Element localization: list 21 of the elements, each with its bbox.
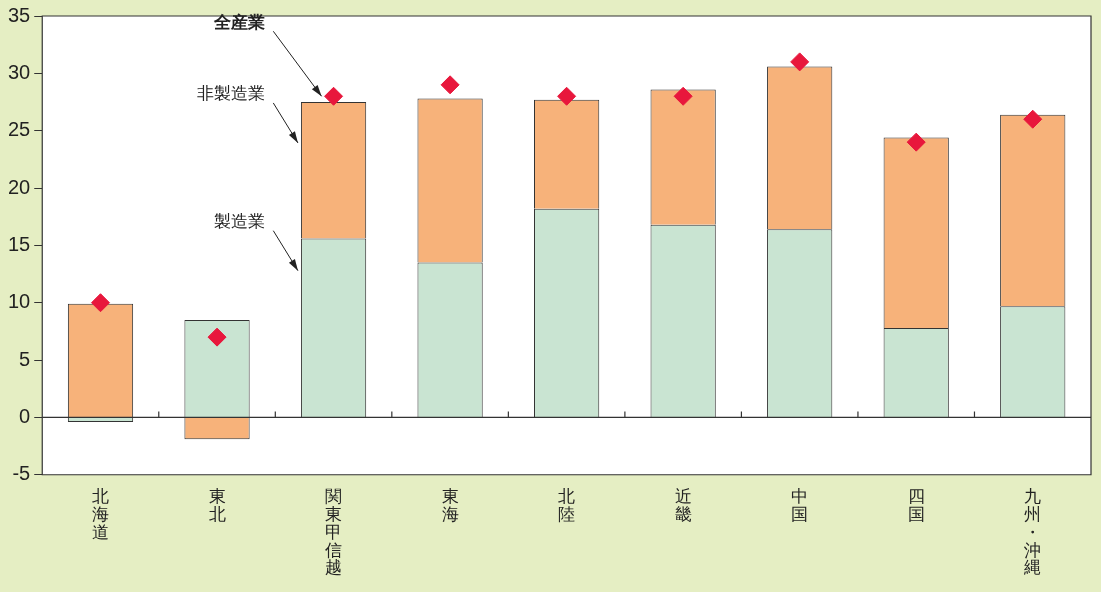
x-tick-label: 九州・沖縄 — [1023, 486, 1042, 578]
y-tick-label: 15 — [8, 232, 31, 255]
x-tick-label: 東海 — [441, 486, 459, 524]
x-tick-label: 北海道 — [92, 486, 110, 542]
text: 全産業 — [213, 11, 266, 32]
y-tick-label: 0 — [19, 404, 31, 427]
y-tick-label: 20 — [8, 175, 31, 198]
text: 製造業 — [214, 211, 266, 232]
x-tick-label: 近畿 — [674, 486, 692, 524]
x-tick-label: 北陸 — [558, 486, 576, 524]
y-tick-label: 5 — [19, 347, 31, 370]
y-tick-label: 35 — [8, 3, 31, 26]
x-tick-label: 中国 — [791, 486, 809, 524]
y-tick-label: -5 — [12, 462, 31, 485]
y-tick-label: 10 — [8, 290, 31, 313]
x-tick-label: 関東甲信越 — [325, 486, 343, 578]
x-tick-label: 東北 — [208, 486, 226, 524]
text: 非製造業 — [197, 83, 266, 104]
x-tick-label: 四国 — [907, 486, 925, 524]
y-tick-label: 25 — [8, 118, 31, 141]
y-tick-label: 30 — [8, 60, 31, 83]
